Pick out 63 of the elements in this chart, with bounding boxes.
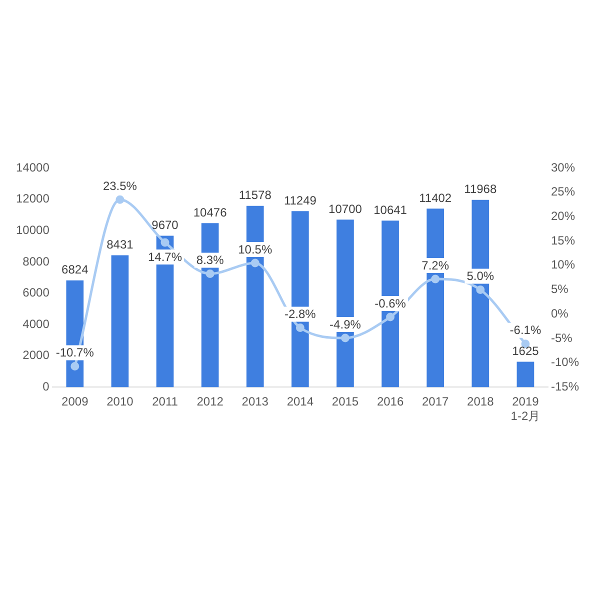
point xyxy=(206,269,214,278)
x-tick-label: 2014 xyxy=(286,394,314,409)
data-label: 23.5% xyxy=(102,178,138,193)
x-tick-label: 2013 xyxy=(242,394,269,409)
data-label: 10476 xyxy=(193,205,228,220)
y2-tick-label: -10% xyxy=(550,355,580,370)
x-tick-label: 2011 xyxy=(152,394,178,409)
y-tick-label: 0 xyxy=(42,380,50,394)
data-label: 1625 xyxy=(512,344,540,358)
data-label: 10700 xyxy=(328,202,362,216)
point xyxy=(70,362,80,371)
point xyxy=(386,312,395,322)
y2-tick-label: 15% xyxy=(550,233,576,248)
y-tick-label: 2000 xyxy=(22,348,50,362)
bar xyxy=(111,255,129,388)
data-label: 10.5% xyxy=(238,242,272,256)
point xyxy=(116,195,124,204)
y-tick-label: 6000 xyxy=(22,286,50,300)
bar xyxy=(516,362,534,388)
data-label: 11249 xyxy=(284,193,317,208)
data-label: -10.7% xyxy=(56,346,94,360)
point xyxy=(296,324,304,332)
x-tick-label: 2009 xyxy=(62,394,89,409)
data-label: 11402 xyxy=(419,190,452,205)
y-tick-label: 8000 xyxy=(22,254,50,268)
point xyxy=(340,334,350,342)
point xyxy=(250,258,260,268)
data-label: 8.3% xyxy=(196,253,224,268)
y2-tick-label: 10% xyxy=(550,258,576,272)
data-label: 11968 xyxy=(464,182,497,196)
y-tick-label: 10000 xyxy=(16,222,50,237)
y2-tick-label: 0% xyxy=(550,306,569,320)
data-label: 14.7% xyxy=(148,250,182,264)
x-tick-label: 2018 xyxy=(467,394,494,409)
y2-tick-label: 20% xyxy=(550,209,576,224)
data-label: 5.0% xyxy=(466,269,494,284)
y-tick-label: 12000 xyxy=(16,192,50,206)
data-label: -2.8% xyxy=(284,307,316,322)
x-tick-label: 2010 xyxy=(106,394,134,409)
point xyxy=(431,274,440,284)
data-label: 9670 xyxy=(152,218,179,232)
y2-tick-label: -15% xyxy=(550,380,580,394)
x-tick-label: 2016 xyxy=(376,394,404,409)
y2-tick-label: 5% xyxy=(550,282,569,296)
y2-tick-label: -5% xyxy=(550,330,573,345)
x-tick-label: 2019 1-2月 xyxy=(510,394,540,424)
x-tick-label: 2012 xyxy=(196,394,224,409)
y2-tick-label: 30% xyxy=(550,160,576,174)
data-label: -4.9% xyxy=(330,317,362,332)
x-tick-label: 2015 xyxy=(332,394,359,409)
data-label: 10641 xyxy=(374,202,408,217)
y-tick-label: 14000 xyxy=(16,160,50,174)
data-label: -6.1% xyxy=(510,323,542,338)
y2-tick-label: 25% xyxy=(550,184,576,199)
y-tick-label: 4000 xyxy=(22,316,50,331)
data-label: 11578 xyxy=(238,188,272,202)
data-label: 6824 xyxy=(62,262,89,277)
x-tick-label: 2017 xyxy=(422,394,450,409)
data-label: 7.2% xyxy=(422,258,450,272)
data-label: 8431 xyxy=(106,238,134,252)
point xyxy=(476,286,485,294)
data-label: -0.6% xyxy=(374,296,406,310)
point xyxy=(160,238,170,247)
